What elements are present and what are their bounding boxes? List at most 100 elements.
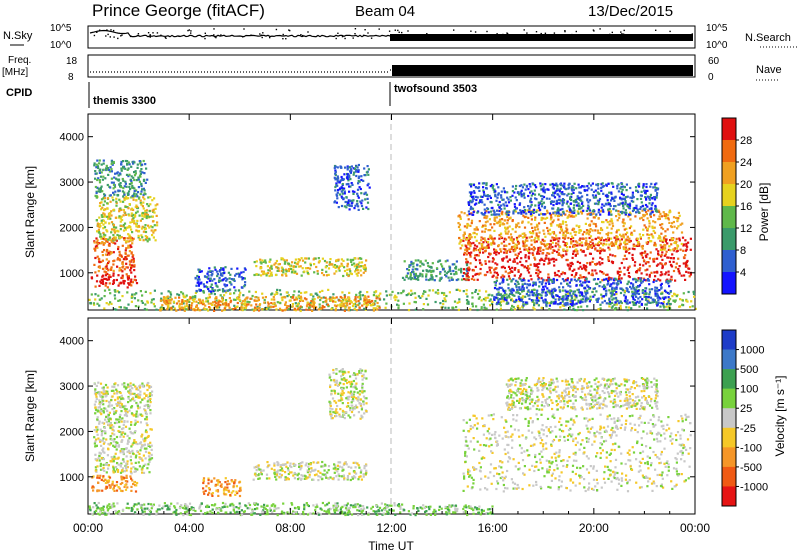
power-cell [653,278,656,282]
power-cell [554,289,557,292]
power-cell [100,219,103,222]
power-cell [204,304,207,307]
power-cell [542,186,545,189]
power-cell [468,237,472,240]
nsky-dot [594,37,596,39]
power-cell [483,208,486,211]
power-cell [147,196,150,199]
power-cell [137,178,140,181]
power-cell [537,269,540,272]
power-cell [474,289,478,292]
power-cell [605,273,608,276]
power-cell [503,275,506,278]
power-cell [129,244,132,247]
power-cell [535,223,539,226]
power-cell [251,294,254,298]
power-cell [459,217,462,220]
power-cell [152,298,155,301]
power-cell [609,220,612,223]
nsky-dot [622,33,625,35]
power-cell [206,300,209,303]
power-cell [489,271,492,274]
power-cell [514,187,517,190]
power-cell [597,201,600,204]
power-cell [617,212,620,216]
power-cell [117,284,120,287]
power-cell [412,270,415,274]
power-cell [262,271,265,274]
power-cell [514,226,518,229]
power-cell [606,226,609,229]
power-cell [549,218,552,221]
power-cell [539,246,542,249]
power-cell [134,305,137,308]
nsky-dot [364,29,366,31]
power-cell [213,289,217,292]
power-cell [95,196,99,199]
power-cell [681,299,684,302]
power-cell [205,308,208,311]
power-cell [98,304,101,307]
power-cell [555,189,558,192]
power-cell [109,275,112,278]
power-cell [105,277,108,281]
power-cell [637,184,640,187]
power-cell [620,238,623,241]
power-cell [363,299,366,302]
power-cell [612,185,615,188]
power-cell [632,301,635,305]
power-cell [560,225,563,228]
power-cell [122,224,125,227]
power-cell [610,213,613,216]
power-cell [587,204,590,207]
power-cell [503,219,506,222]
power-cell [118,299,122,302]
power-cell [607,256,610,259]
power-cell [520,195,523,198]
power-cell [666,242,669,245]
nsky-dot [242,36,244,38]
power-region [93,159,149,198]
power-cell [117,230,120,233]
power-cell [485,187,488,190]
power-cell [610,218,613,221]
power-cell [129,188,132,191]
power-cell [419,272,422,275]
power-cell [595,282,598,285]
power-cell [613,236,616,239]
power-cell [110,160,114,163]
power-cell [656,270,659,273]
power-cell [94,256,97,260]
power-cell [463,251,466,254]
power-cell [589,246,592,249]
power-cell [521,209,524,213]
power-cell [98,265,101,268]
power-cell [641,298,644,301]
power-cell [448,269,451,272]
power-cell [365,171,368,174]
power-cell [554,238,557,241]
power-cell [652,258,655,261]
power-cell [127,190,131,193]
power-cell [103,249,106,252]
power-cell [138,180,141,183]
power-cell [294,270,297,273]
power-cell [653,183,657,186]
power-cell [595,183,598,186]
power-cell [474,254,477,257]
power-cell [117,299,120,302]
power-cell [478,220,481,223]
power-cell [118,234,121,237]
power-cell [577,301,580,304]
power-cell [129,239,132,242]
power-cell [548,246,551,249]
power-cell [579,248,583,252]
power-cell [300,291,303,295]
power-cell [634,303,637,306]
power-cell [633,248,636,251]
power-cell [130,245,133,248]
power-cell [118,198,121,201]
power-cell [461,275,464,278]
power-cell [112,181,115,184]
power-cell [322,301,325,304]
